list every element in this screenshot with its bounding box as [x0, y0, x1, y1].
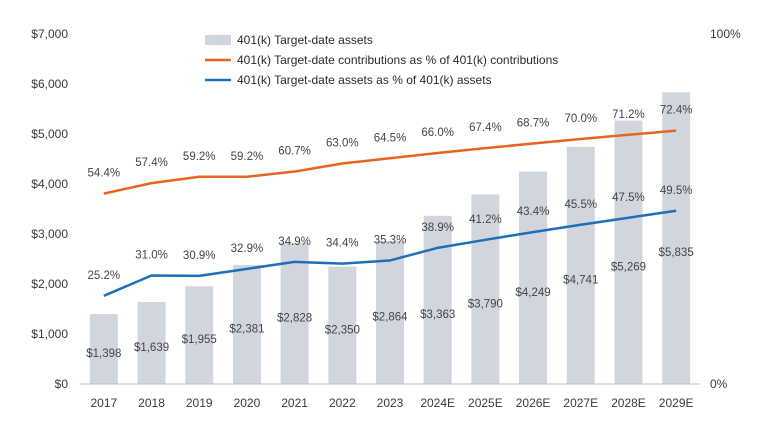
- x-tick-label: 2017: [90, 396, 117, 410]
- legend: 401(k) Target-date assets 401(k) Target-d…: [205, 33, 558, 87]
- axes-layer: $0 $1,000 $2,000 $3,000 $4,000 $5,000 $6,000 $7…: [31, 27, 741, 410]
- x-tick-label: 2029E: [659, 396, 694, 410]
- bar: [137, 302, 166, 384]
- bar-data-label: $5,835: [659, 247, 694, 259]
- x-tick-label: 2027E: [563, 396, 598, 410]
- bar: [185, 286, 214, 384]
- bar: [614, 120, 643, 385]
- line-data-label: 25.2%: [88, 270, 121, 282]
- x-tick-label: 2028E: [611, 396, 646, 410]
- bar-data-label: $5,269: [611, 261, 646, 273]
- x-tick-label: 2022: [329, 396, 356, 410]
- line-data-label: 35.3%: [374, 234, 407, 246]
- series-line: [103, 129, 677, 195]
- line-data-label: 47.5%: [612, 192, 645, 204]
- legend-swatch: [205, 35, 231, 45]
- line-data-label: 43.4%: [517, 206, 550, 218]
- x-tick-label: 2019: [186, 396, 213, 410]
- y-left-tick-label: $1,000: [31, 327, 68, 341]
- legend-label: 401(k) Target-date assets as % of 401(k)…: [237, 73, 492, 87]
- bar-data-label: $3,363: [420, 309, 455, 321]
- series-line: [103, 209, 677, 297]
- bar-data-label: $2,864: [372, 311, 408, 323]
- bar-data-label: $2,350: [325, 324, 360, 336]
- x-tick-label: 2023: [377, 396, 404, 410]
- x-tick-label: 2026E: [516, 396, 551, 410]
- bar: [662, 92, 691, 384]
- line-data-label: 57.4%: [135, 157, 168, 169]
- x-tick-label: 2020: [234, 396, 261, 410]
- y-left-tick-label: $3,000: [31, 227, 68, 241]
- line-data-label: 34.4%: [326, 238, 359, 250]
- bar: [423, 215, 452, 384]
- bar: [471, 194, 500, 384]
- x-tick-label: 2018: [138, 396, 165, 410]
- line-data-label: 59.2%: [183, 151, 216, 163]
- bar-data-label: $3,790: [468, 298, 503, 310]
- x-tick-label: 2021: [281, 396, 308, 410]
- bar: [566, 146, 595, 384]
- legend-label: 401(k) Target-date contributions as % of…: [237, 53, 558, 67]
- bar-data-label: $4,249: [515, 287, 550, 299]
- bar: [280, 242, 309, 384]
- line-data-label: 64.5%: [374, 132, 407, 144]
- line-data-label: 68.7%: [517, 118, 550, 130]
- x-tick-label: 2025E: [468, 396, 503, 410]
- y-right-tick-label: 100%: [710, 27, 741, 41]
- line-data-label: 31.0%: [135, 250, 168, 262]
- bar-data-label: $1,955: [182, 334, 217, 346]
- bar-data-label: $2,828: [277, 312, 312, 324]
- line-data-label: 45.5%: [564, 199, 597, 211]
- y-right-tick-label: 0%: [710, 377, 728, 391]
- bar-data-label: $4,741: [563, 274, 598, 286]
- bar: [89, 314, 118, 384]
- line-data-label: 54.4%: [88, 168, 121, 180]
- line-data-label: 70.0%: [564, 113, 597, 125]
- x-tick-label: 2024E: [420, 396, 455, 410]
- line-data-label: 49.5%: [660, 185, 693, 197]
- line-data-label: 60.7%: [278, 146, 311, 158]
- bar: [232, 264, 261, 384]
- line-data-label: 67.4%: [469, 122, 502, 134]
- bar: [328, 266, 357, 384]
- bar-labels-layer: $1,398 $1,639 $1,955 $2,381 $2,828 $2,350 $2,8…: [86, 247, 693, 360]
- y-left-tick-label: $4,000: [31, 177, 68, 191]
- y-left-tick-label: $5,000: [31, 127, 68, 141]
- bar-data-label: $1,398: [86, 348, 121, 360]
- y-left-tick-label: $2,000: [31, 277, 68, 291]
- bar: [519, 171, 548, 384]
- line-data-label: 38.9%: [421, 222, 454, 234]
- bar-data-label: $1,639: [134, 342, 169, 354]
- y-left-tick-label: $6,000: [31, 77, 68, 91]
- line-data-label: 34.9%: [278, 236, 311, 248]
- line-labels-layer: 54.4% 57.4% 59.2% 59.2% 60.7% 63.0% 64.5% 66.0%…: [88, 105, 693, 282]
- bars-layer: [89, 92, 691, 385]
- bar: [376, 240, 404, 384]
- line-data-label: 66.0%: [421, 127, 454, 139]
- line-data-label: 71.2%: [612, 109, 645, 121]
- y-left-tick-label: $0: [55, 377, 69, 391]
- line-data-label: 59.2%: [231, 151, 264, 163]
- line-data-label: 41.2%: [469, 214, 502, 226]
- y-left-tick-label: $7,000: [31, 27, 68, 41]
- bar-data-label: $2,381: [229, 323, 264, 335]
- line-data-label: 32.9%: [231, 243, 264, 255]
- line-data-label: 72.4%: [660, 105, 693, 117]
- line-data-label: 30.9%: [183, 250, 216, 262]
- line-data-label: 63.0%: [326, 138, 359, 150]
- legend-label: 401(k) Target-date assets: [237, 33, 373, 47]
- lines-layer: [103, 129, 677, 297]
